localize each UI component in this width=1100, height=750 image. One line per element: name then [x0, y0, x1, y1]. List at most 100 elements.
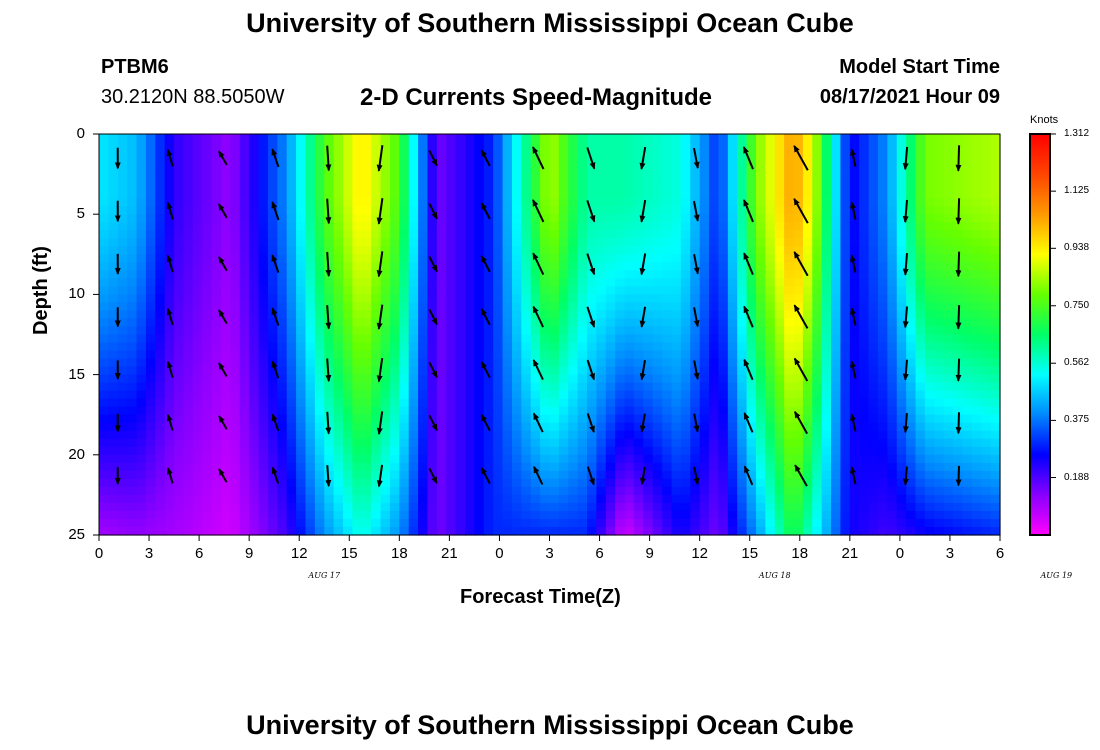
- heatmap-cell: [624, 398, 635, 408]
- heatmap-cell: [690, 526, 701, 536]
- heatmap-cell: [286, 526, 297, 536]
- heatmap-cell: [333, 310, 344, 320]
- heatmap-cell: [493, 222, 504, 231]
- heatmap-cell: [662, 358, 673, 368]
- heatmap-cell: [755, 494, 766, 504]
- heatmap-cell: [699, 390, 710, 400]
- heatmap-cell: [155, 190, 166, 199]
- heatmap-cell: [99, 286, 109, 295]
- heatmap-cell: [746, 358, 757, 368]
- heatmap-cell: [314, 182, 325, 191]
- heatmap-cell: [427, 294, 438, 304]
- heatmap-cell: [455, 502, 466, 512]
- current-arrow: [902, 199, 909, 224]
- heatmap-cell: [343, 246, 354, 255]
- heatmap-cell: [887, 454, 898, 464]
- heatmap-cell: [821, 422, 832, 432]
- heatmap-cell: [99, 334, 109, 344]
- heatmap-cell: [521, 150, 532, 159]
- heatmap-cell: [887, 382, 898, 392]
- heatmap-cell: [709, 166, 720, 175]
- heatmap-cell: [408, 134, 419, 143]
- heatmap-cell: [239, 462, 250, 472]
- heatmap-cell: [249, 262, 260, 271]
- heatmap-cell: [765, 470, 776, 480]
- heatmap-cell: [699, 190, 710, 199]
- heatmap-cell: [511, 446, 522, 456]
- heatmap-cell: [333, 502, 344, 512]
- colorbar-tick-label: 1.125: [1064, 185, 1090, 197]
- heatmap-cell: [249, 446, 260, 456]
- date-label: AUG 18: [758, 571, 791, 580]
- heatmap-cell: [934, 422, 945, 432]
- heatmap-cell: [662, 462, 673, 472]
- x-tick-label: 21: [841, 545, 859, 562]
- heatmap-cell: [211, 494, 222, 504]
- heatmap-cell: [981, 326, 992, 336]
- heatmap-cell: [389, 390, 400, 400]
- heatmap-cell: [511, 230, 522, 239]
- heatmap-cell: [765, 366, 776, 376]
- current-arrow: [428, 361, 438, 379]
- heatmap-cell: [465, 270, 476, 279]
- heatmap-cell: [859, 270, 870, 279]
- heatmap-cell: [737, 286, 748, 295]
- heatmap-cell: [887, 326, 898, 336]
- heatmap-cell: [718, 134, 729, 143]
- heatmap-cell: [568, 342, 579, 352]
- heatmap-cell: [549, 478, 560, 488]
- heatmap-cell: [662, 198, 673, 207]
- heatmap-cell: [568, 326, 579, 336]
- heatmap-cell: [455, 142, 466, 151]
- heatmap-cell: [455, 174, 466, 183]
- heatmap-cell: [906, 246, 917, 255]
- heatmap-cell: [812, 166, 823, 175]
- heatmap-cell: [117, 190, 128, 199]
- heatmap-cell: [127, 390, 138, 400]
- heatmap-cell: [727, 350, 738, 360]
- heatmap-cell: [211, 478, 222, 488]
- heatmap-cell: [493, 182, 504, 191]
- heatmap-cell: [774, 422, 785, 432]
- heatmap-cell: [99, 182, 109, 191]
- heatmap-cell: [511, 334, 522, 344]
- heatmap-cell: [540, 182, 551, 191]
- heatmap-cell: [971, 510, 982, 520]
- heatmap-cell: [615, 486, 626, 496]
- heatmap-cell: [343, 254, 354, 263]
- heatmap-cell: [239, 174, 250, 183]
- heatmap-cell: [230, 190, 241, 199]
- heatmap-cell: [164, 502, 175, 512]
- heatmap-cell: [192, 310, 203, 320]
- heatmap-cell: [333, 182, 344, 191]
- heatmap-cell: [296, 326, 307, 336]
- heatmap-cell: [568, 150, 579, 159]
- heatmap-cell: [174, 326, 185, 336]
- heatmap-cell: [596, 510, 607, 520]
- heatmap-cell: [624, 270, 635, 279]
- heatmap-cell: [380, 414, 391, 424]
- heatmap-cell: [399, 510, 410, 520]
- heatmap-cell: [483, 358, 494, 368]
- heatmap-cell: [671, 318, 682, 328]
- heatmap-cell: [690, 486, 701, 496]
- heatmap-cell: [981, 478, 992, 488]
- heatmap-cell: [831, 518, 842, 528]
- heatmap-cell: [887, 166, 898, 175]
- heatmap-cell: [568, 142, 579, 151]
- heatmap-cell: [202, 230, 213, 239]
- heatmap-cell: [887, 486, 898, 496]
- heatmap-cell: [765, 518, 776, 528]
- heatmap-cell: [774, 390, 785, 400]
- heatmap-cell: [164, 526, 175, 536]
- heatmap-cell: [408, 294, 419, 304]
- heatmap-cell: [155, 182, 166, 191]
- heatmap-cell: [624, 414, 635, 424]
- heatmap-cell: [296, 390, 307, 400]
- heatmap-cell: [934, 158, 945, 167]
- heatmap-cell: [202, 302, 213, 312]
- heatmap-cell: [615, 438, 626, 448]
- heatmap-cell: [868, 454, 879, 464]
- heatmap-cell: [943, 222, 954, 231]
- heatmap-cell: [408, 326, 419, 336]
